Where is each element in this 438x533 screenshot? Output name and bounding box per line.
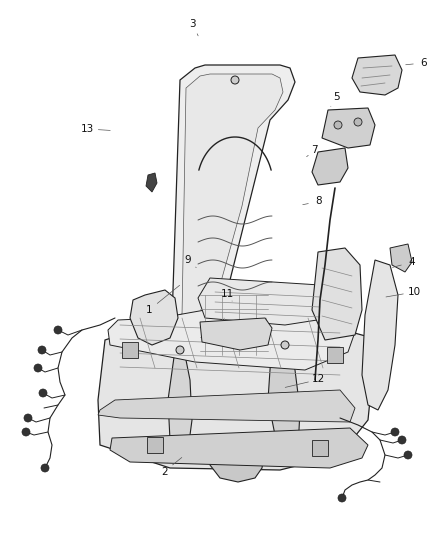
Text: 3: 3 bbox=[189, 19, 196, 29]
Polygon shape bbox=[327, 347, 343, 363]
Circle shape bbox=[24, 414, 32, 422]
Text: 1: 1 bbox=[145, 305, 152, 315]
Polygon shape bbox=[182, 74, 283, 348]
Text: 10: 10 bbox=[407, 287, 420, 297]
Circle shape bbox=[34, 364, 42, 372]
Circle shape bbox=[338, 494, 346, 502]
Circle shape bbox=[398, 436, 406, 444]
Text: 11: 11 bbox=[221, 289, 234, 299]
Polygon shape bbox=[122, 342, 138, 358]
Polygon shape bbox=[362, 260, 398, 410]
Circle shape bbox=[54, 326, 62, 334]
Circle shape bbox=[38, 346, 46, 354]
Circle shape bbox=[176, 346, 184, 354]
Circle shape bbox=[41, 464, 49, 472]
Polygon shape bbox=[390, 244, 412, 272]
Circle shape bbox=[22, 428, 30, 436]
Polygon shape bbox=[98, 310, 380, 470]
Polygon shape bbox=[322, 108, 375, 148]
Polygon shape bbox=[198, 278, 335, 325]
Text: 7: 7 bbox=[311, 146, 318, 155]
Text: 13: 13 bbox=[81, 124, 94, 134]
Circle shape bbox=[404, 451, 412, 459]
Text: 2: 2 bbox=[161, 467, 168, 477]
Polygon shape bbox=[172, 65, 295, 360]
Circle shape bbox=[334, 121, 342, 129]
Polygon shape bbox=[110, 428, 368, 468]
Text: 6: 6 bbox=[420, 58, 427, 68]
Text: 4: 4 bbox=[408, 257, 415, 267]
Polygon shape bbox=[130, 290, 178, 345]
Text: 5: 5 bbox=[333, 92, 340, 102]
Text: 8: 8 bbox=[315, 197, 322, 206]
Polygon shape bbox=[312, 440, 328, 456]
Polygon shape bbox=[200, 318, 272, 350]
Polygon shape bbox=[210, 435, 265, 482]
Circle shape bbox=[39, 389, 47, 397]
Circle shape bbox=[281, 341, 289, 349]
Polygon shape bbox=[108, 302, 355, 370]
Polygon shape bbox=[312, 248, 362, 340]
Text: 12: 12 bbox=[312, 375, 325, 384]
Polygon shape bbox=[146, 173, 157, 192]
Circle shape bbox=[231, 76, 239, 84]
Polygon shape bbox=[352, 55, 402, 95]
Polygon shape bbox=[168, 350, 192, 455]
Text: 9: 9 bbox=[184, 255, 191, 265]
Circle shape bbox=[354, 118, 362, 126]
Polygon shape bbox=[268, 340, 300, 460]
Polygon shape bbox=[147, 437, 163, 453]
Polygon shape bbox=[98, 390, 355, 422]
Polygon shape bbox=[312, 148, 348, 185]
Circle shape bbox=[391, 428, 399, 436]
